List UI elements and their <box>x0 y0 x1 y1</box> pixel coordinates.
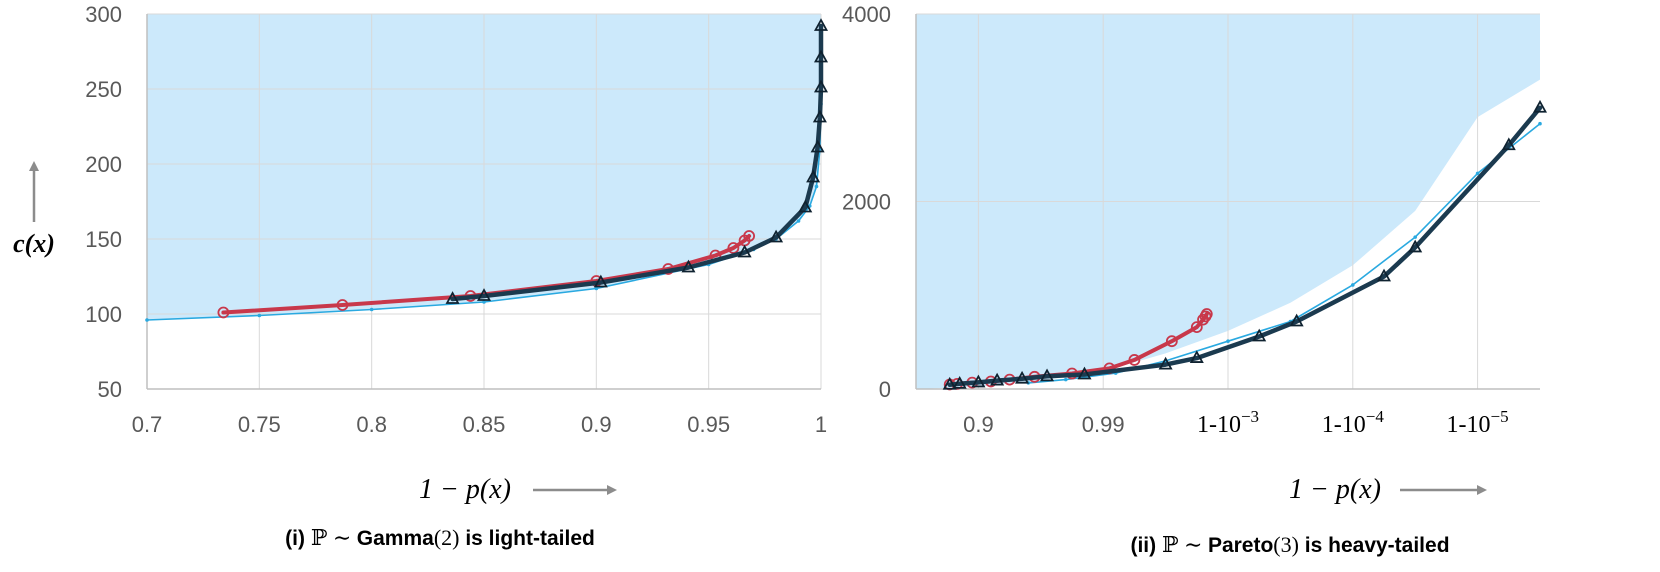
data-point <box>1376 268 1392 282</box>
data-point <box>369 307 374 312</box>
y-tick-label: 250 <box>85 77 122 102</box>
data-point <box>1128 354 1141 366</box>
data-point <box>476 288 492 301</box>
chart-pareto: 0 2000 4000 0.9 0.99 1-10−3 1-10−4 1-10−5 1 − p… <box>842 2 1548 557</box>
data-point <box>145 318 149 322</box>
data-point <box>217 306 230 319</box>
tick-labels: 50 100 150 200 250 300 0.7 0.75 0.8 0.85 0.9 0.95 1 <box>85 2 827 437</box>
x-tick-label: 0.9 <box>581 412 612 437</box>
x-tick-label: 1-10−4 <box>1322 407 1385 438</box>
data-point <box>971 374 986 388</box>
x-tick-label: 1-10−5 <box>1447 407 1509 438</box>
data-point <box>1200 308 1213 320</box>
data-point <box>1252 328 1267 342</box>
x-tick-label: 0.8 <box>356 412 387 437</box>
data-point <box>813 79 829 93</box>
tick-labels: 0 2000 4000 0.9 0.99 1-10−3 1-10−4 1-10−5 <box>842 2 1509 438</box>
data-point <box>769 229 784 243</box>
data-point <box>1040 368 1055 382</box>
data-point <box>257 313 262 318</box>
series-dark <box>445 18 829 304</box>
x-axis-label: 1 − p(x) <box>1289 474 1381 505</box>
data-point <box>814 184 819 189</box>
data-point <box>1190 321 1203 334</box>
data-point <box>813 18 829 31</box>
axes <box>915 14 1540 390</box>
data-point <box>806 169 821 183</box>
data-point <box>942 376 957 390</box>
data-point <box>681 259 696 273</box>
x-tick-label: 0.99 <box>1082 412 1125 437</box>
x-tick-label: 0.95 <box>687 412 730 437</box>
data-point <box>812 109 827 123</box>
data-point <box>1226 339 1230 343</box>
data-point <box>1077 366 1092 380</box>
data-point <box>798 199 813 213</box>
data-point <box>336 299 349 311</box>
series-dark <box>942 99 1548 390</box>
data-point <box>1015 370 1030 384</box>
data-point <box>1532 99 1548 113</box>
data-point <box>1063 377 1068 382</box>
data-point <box>737 244 752 258</box>
data-point <box>1538 121 1542 126</box>
x-tick-label: 0.9 <box>963 412 994 437</box>
x-axis-label: 1 − p(x) <box>419 474 511 505</box>
caption: (ii) ℙ ∼ Pareto(3) is heavy-tailed <box>1130 532 1449 557</box>
series-group <box>942 99 1548 391</box>
y-tick-label: 4000 <box>842 2 891 27</box>
data-point <box>727 242 740 254</box>
series-line <box>450 23 824 302</box>
data-point <box>796 219 801 223</box>
data-point <box>1351 283 1355 287</box>
data-point <box>445 291 460 304</box>
data-point <box>990 372 1005 386</box>
y-axis-label: c(x) <box>13 229 55 258</box>
y-tick-label: 50 <box>98 377 122 402</box>
x-tick-label: 0.7 <box>132 412 163 437</box>
axes <box>146 14 821 390</box>
data-point <box>594 286 599 291</box>
y-tick-label: 150 <box>85 227 122 252</box>
data-point <box>1189 350 1204 363</box>
data-point <box>1501 137 1516 151</box>
data-point <box>482 300 486 304</box>
chart-gamma: 50 100 150 200 250 300 0.7 0.75 0.8 0.85 0.9 0.95 1 … <box>13 2 829 550</box>
x-tick-label: 1 <box>815 412 827 437</box>
data-point <box>813 49 829 63</box>
data-point <box>810 139 825 153</box>
caption: (i) ℙ ∼ Gamma(2) is light-tailed <box>285 525 595 550</box>
data-point <box>1408 239 1423 253</box>
series-group <box>145 18 829 322</box>
data-point <box>1413 235 1417 239</box>
y-tick-label: 200 <box>85 152 122 177</box>
data-point <box>743 230 756 242</box>
series-line <box>947 105 1543 388</box>
data-point <box>593 274 608 288</box>
x-tick-label: 0.75 <box>238 412 281 437</box>
y-tick-label: 0 <box>879 377 891 402</box>
data-point <box>1289 313 1304 327</box>
y-tick-label: 100 <box>85 302 122 327</box>
data-point <box>952 375 967 389</box>
data-point <box>1475 171 1480 176</box>
data-point <box>1158 356 1173 370</box>
y-tick-label: 300 <box>85 2 122 27</box>
y-tick-label: 2000 <box>842 190 891 215</box>
data-point <box>1165 335 1178 348</box>
x-tick-label: 1-10−3 <box>1197 407 1259 438</box>
x-tick-label: 0.85 <box>463 412 506 437</box>
